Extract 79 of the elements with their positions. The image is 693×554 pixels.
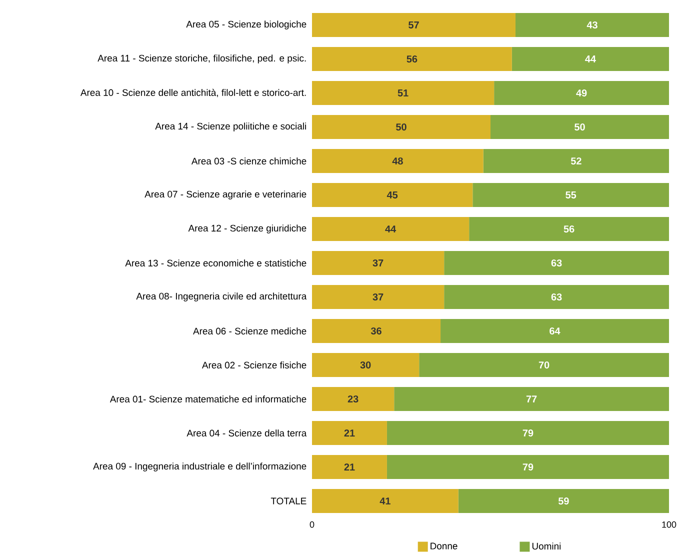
bar xyxy=(312,81,494,105)
y-tick-label: Area 14 - Scienze poliitiche e sociali xyxy=(155,122,306,132)
data-label: 56 xyxy=(406,55,418,63)
data-label: 50 xyxy=(574,123,585,131)
bar xyxy=(312,47,512,71)
bar xyxy=(386,455,670,480)
data-label: 52 xyxy=(570,157,582,165)
data-label: 23 xyxy=(348,395,358,403)
y-tick-label: Area 03 -S cienze chimiche xyxy=(191,158,306,164)
data-label: 70 xyxy=(538,361,550,369)
bar xyxy=(312,421,387,446)
data-label: 57 xyxy=(408,22,419,28)
y-tick-label: Area 04 - Scienze della terra xyxy=(186,430,307,436)
data-label: 21 xyxy=(344,464,355,470)
bar xyxy=(312,455,387,480)
data-label: 59 xyxy=(558,497,569,505)
bar xyxy=(472,183,670,208)
bar xyxy=(312,13,516,37)
y-tick-label: Area 07 - Scienze agrarie e veterinarie xyxy=(144,190,306,200)
bar xyxy=(394,387,670,412)
bar xyxy=(312,217,470,242)
bar xyxy=(444,251,670,276)
bar xyxy=(469,217,670,242)
data-label: 30 xyxy=(360,361,371,369)
y-tick-label: Area 02 - Scienze fisiche xyxy=(202,362,306,368)
data-label: 79 xyxy=(522,463,534,471)
bar xyxy=(312,387,394,412)
bar xyxy=(458,489,670,514)
data-label: 36 xyxy=(370,327,382,335)
y-tick-label: Area 01- Scienze matematiche ed informatiche xyxy=(110,396,306,402)
data-label: 48 xyxy=(392,157,403,165)
data-label: 56 xyxy=(564,225,574,233)
bar xyxy=(386,421,670,446)
data-label: 37 xyxy=(372,259,384,267)
y-tick-label: Area 13 - Scienze economiche e statistiche xyxy=(125,260,306,266)
data-label: 43 xyxy=(586,21,598,29)
bar xyxy=(440,319,670,344)
bar xyxy=(512,47,670,71)
data-label: 44 xyxy=(585,56,596,62)
data-label: 79 xyxy=(522,429,534,437)
bar xyxy=(312,115,491,139)
data-label: 63 xyxy=(551,259,562,267)
bar xyxy=(490,115,670,139)
data-label: 64 xyxy=(550,327,560,335)
y-tick-label: Area 12 - Scienze giuridiche xyxy=(188,224,306,234)
y-tick-label: Area 05 - Scienze biologiche xyxy=(186,20,306,30)
bar xyxy=(312,183,473,208)
legend-label: Donne xyxy=(430,542,458,550)
bar xyxy=(312,489,458,514)
y-tick-label: Area 06 - Scienze mediche xyxy=(193,328,306,334)
bar xyxy=(419,353,670,378)
bar xyxy=(312,353,420,378)
data-label: 49 xyxy=(576,89,587,97)
data-label: 63 xyxy=(551,293,562,301)
bar xyxy=(312,285,444,310)
x-tick-label: 0 xyxy=(310,521,314,528)
data-label: 21 xyxy=(344,430,355,436)
data-label: 50 xyxy=(396,123,406,131)
data-label: 77 xyxy=(526,396,537,402)
bar xyxy=(515,13,670,37)
legend-label: Uomini xyxy=(532,542,561,550)
bar xyxy=(483,149,670,174)
bar xyxy=(312,251,444,276)
bar xyxy=(494,81,670,105)
data-label: 55 xyxy=(566,192,576,198)
data-label: 44 xyxy=(385,226,396,232)
y-tick-label: Area 10 - Scienze delle antichità, filol-lett e storico-art. xyxy=(80,88,306,98)
bar xyxy=(444,285,670,310)
data-label: 37 xyxy=(372,293,384,301)
y-tick-label: Area 09 - Ingegneria industriale e dell’informazione xyxy=(93,462,306,472)
x-tick-label: 100 xyxy=(662,521,676,528)
data-label: 41 xyxy=(380,498,390,504)
y-tick-label: Area 11 - Scienze storiche, filosifiche, ped. e psic. xyxy=(98,54,306,64)
y-tick-label: TOTALE xyxy=(270,498,306,504)
data-label: 45 xyxy=(386,192,398,198)
bar xyxy=(312,319,441,344)
data-label: 51 xyxy=(398,90,408,96)
y-tick-label: Area 08- Ingegneria civile ed architettura xyxy=(136,292,307,302)
bar xyxy=(312,149,484,174)
